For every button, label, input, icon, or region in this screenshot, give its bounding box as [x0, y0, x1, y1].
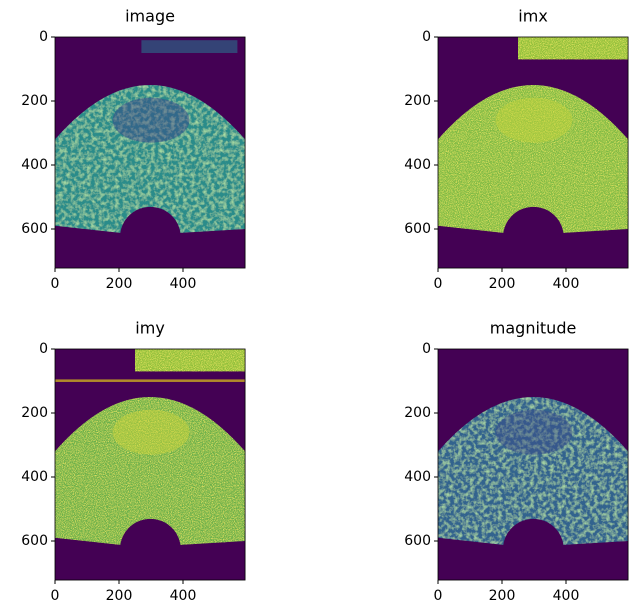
y-tick-label: 200 — [404, 93, 431, 109]
subplot: imx 0 200 400 0 200 400 600 — [404, 7, 629, 292]
image-fan — [438, 85, 629, 233]
y-tick-label: 400 — [21, 469, 48, 485]
x-tick-label: 200 — [106, 276, 133, 292]
axes-frame — [54, 36, 246, 269]
x-tick-label: 200 — [106, 588, 133, 604]
image-strip — [518, 37, 629, 60]
subplot: imy 0 200 400 0 200 400 600 — [21, 319, 246, 604]
y-tick-label: 0 — [39, 29, 48, 45]
x-tick-label: 400 — [170, 588, 197, 604]
x-tick-label: 0 — [51, 276, 60, 292]
axes-frame — [437, 36, 629, 269]
image-content — [438, 37, 629, 233]
y-tick-label: 0 — [422, 341, 431, 357]
image-fan — [55, 85, 246, 233]
image-fan — [438, 397, 629, 545]
subplot-title: magnitude — [490, 319, 577, 338]
x-tick-label: 200 — [489, 276, 516, 292]
subplot: image 0 200 400 0 200 400 600 — [21, 7, 246, 292]
image-dark-region — [495, 97, 573, 143]
y-tick-label: 400 — [404, 157, 431, 173]
x-tick-label: 0 — [434, 276, 443, 292]
y-tick-label: 600 — [21, 533, 48, 549]
x-tick-label: 400 — [553, 276, 580, 292]
image-dark-region — [112, 409, 190, 455]
axes-frame — [54, 348, 246, 581]
y-tick-label: 0 — [422, 29, 431, 45]
y-tick-label: 600 — [404, 221, 431, 237]
image-fan — [55, 397, 246, 545]
image-line — [55, 379, 246, 382]
x-tick-label: 0 — [434, 588, 443, 604]
y-tick-label: 200 — [21, 405, 48, 421]
y-tick-label: 400 — [21, 157, 48, 173]
subplot: magnitude 0 200 400 0 200 400 600 — [404, 319, 629, 604]
axes-frame — [437, 348, 629, 581]
y-tick-label: 600 — [404, 533, 431, 549]
image-content — [438, 397, 629, 545]
y-tick-label: 400 — [404, 469, 431, 485]
y-tick-label: 200 — [404, 405, 431, 421]
y-tick-label: 200 — [21, 93, 48, 109]
subplot-title: imx — [518, 7, 548, 26]
subplot-title: imy — [135, 319, 165, 338]
y-tick-label: 0 — [39, 341, 48, 357]
image-dark-region — [495, 409, 573, 455]
image-content — [55, 40, 246, 233]
image-content — [55, 349, 246, 545]
x-tick-label: 200 — [489, 588, 516, 604]
x-tick-label: 400 — [170, 276, 197, 292]
x-tick-label: 400 — [553, 588, 580, 604]
subplot-title: image — [125, 7, 175, 26]
image-logo — [141, 40, 238, 53]
image-dark-region — [112, 97, 190, 143]
image-strip — [135, 349, 246, 372]
y-tick-label: 600 — [21, 221, 48, 237]
x-tick-label: 0 — [51, 588, 60, 604]
